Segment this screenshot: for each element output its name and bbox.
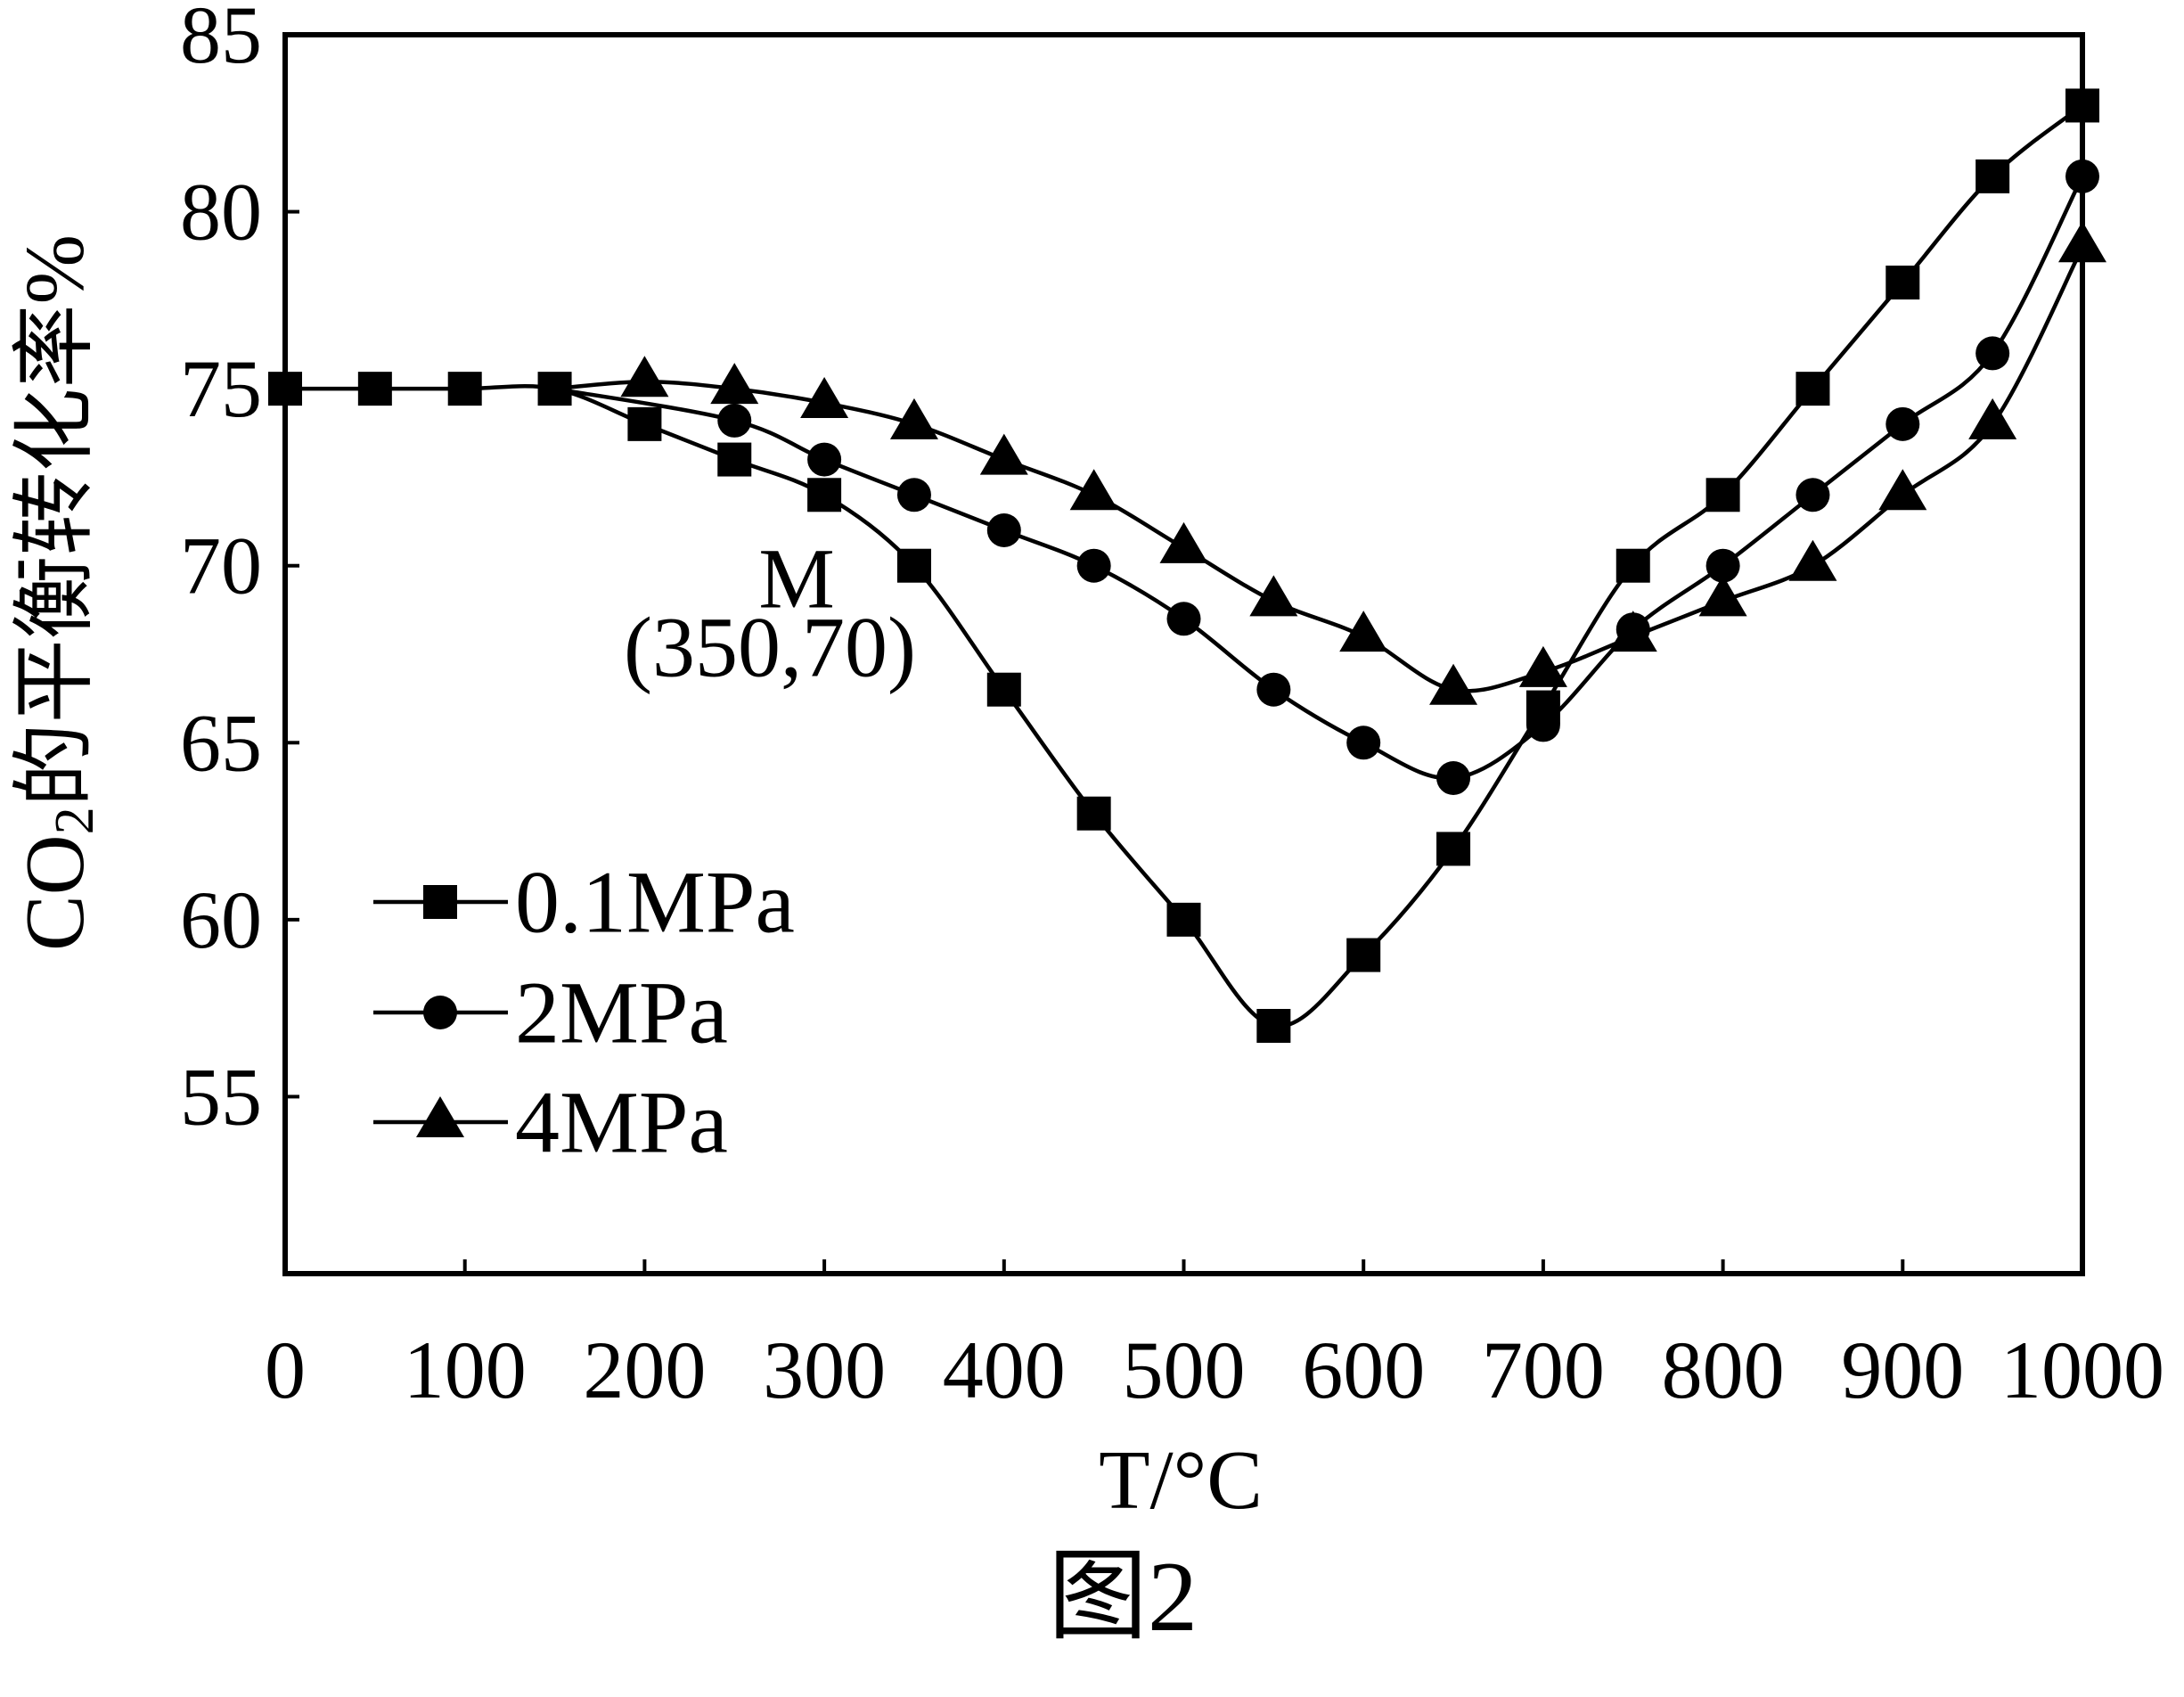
series-1-point bbox=[2065, 88, 2099, 123]
x-tick-label: 400 bbox=[943, 1324, 1066, 1415]
legend-label-0-1mpa: 0.1MPa bbox=[515, 853, 795, 952]
series-1-point bbox=[1885, 266, 1920, 299]
x-tick-label: 1000 bbox=[2000, 1324, 2164, 1415]
legend-label-4mpa: 4MPa bbox=[515, 1073, 728, 1172]
x-tick-labels: 0 100 200 300 400 500 600 700 800 900 1000 bbox=[265, 1324, 2164, 1415]
series-2-point bbox=[1256, 672, 1291, 707]
x-axis-label: T/°C bbox=[1099, 1434, 1263, 1527]
x-tick-label: 600 bbox=[1302, 1324, 1425, 1415]
series-3-point bbox=[1159, 521, 1208, 563]
series-3-point bbox=[1698, 575, 1747, 617]
x-tick-label: 200 bbox=[583, 1324, 706, 1415]
series-2-point bbox=[1166, 602, 1201, 636]
x-tick-label: 800 bbox=[1662, 1324, 1785, 1415]
series-3-point bbox=[1339, 611, 1388, 652]
series-3-point bbox=[1069, 469, 1118, 511]
y-tick-label: 75 bbox=[180, 343, 262, 434]
series-2-point bbox=[717, 403, 752, 438]
y-tick-label: 80 bbox=[180, 167, 262, 258]
series-2-point bbox=[1975, 336, 2010, 371]
series-1-point bbox=[1346, 938, 1381, 972]
legend-label-2mpa: 2MPa bbox=[515, 963, 728, 1062]
series-3-point bbox=[889, 398, 938, 439]
series-2-point bbox=[1616, 612, 1650, 647]
series-3-point bbox=[1878, 469, 1927, 511]
series-2-point bbox=[896, 478, 931, 512]
series-1-point bbox=[357, 372, 392, 406]
series-1-point bbox=[1526, 690, 1560, 725]
legend-triangle-marker bbox=[416, 1096, 464, 1137]
annotation-point-label: M bbox=[758, 531, 834, 627]
y-tick-label: 60 bbox=[180, 874, 262, 965]
y-tick-label: 85 bbox=[180, 0, 262, 80]
series-1-point bbox=[1975, 159, 2010, 193]
series-2-point bbox=[1885, 406, 1920, 441]
series-line-2 bbox=[552, 174, 2085, 781]
series-2-point bbox=[2065, 159, 2099, 193]
series-3-point bbox=[710, 363, 759, 405]
series-1-point bbox=[1705, 478, 1740, 512]
series-3-point bbox=[1249, 575, 1298, 617]
series-2-point bbox=[1705, 548, 1740, 583]
x-tick-label: 500 bbox=[1123, 1324, 1246, 1415]
series-3-point bbox=[800, 377, 849, 419]
y-axis-label-rest: 的平衡转化率% bbox=[9, 234, 102, 807]
x-tick-label: 900 bbox=[1841, 1324, 1964, 1415]
series-1-point bbox=[1076, 796, 1111, 831]
y-axis-label-subscript: 2 bbox=[45, 807, 105, 834]
x-tick-label: 300 bbox=[763, 1324, 886, 1415]
series-1-point bbox=[1166, 902, 1201, 937]
series-3-point bbox=[2058, 221, 2106, 263]
series-1-point bbox=[1256, 1009, 1291, 1043]
series-1-point bbox=[1436, 832, 1471, 866]
y-axis-label-main: CO bbox=[9, 834, 102, 951]
legend-item-2mpa: 2MPa bbox=[373, 963, 728, 1062]
series-3-point bbox=[620, 356, 669, 398]
y-axis-label: CO2的平衡转化率% bbox=[9, 234, 105, 951]
annotation-coordinates: (350,70) bbox=[624, 600, 916, 695]
series-1-point bbox=[1616, 548, 1650, 583]
series-1-point bbox=[447, 372, 482, 406]
x-tick-label: 0 bbox=[265, 1324, 306, 1415]
series-3-point bbox=[979, 433, 1028, 475]
series-3-point bbox=[1968, 398, 2017, 439]
series-3-point bbox=[1788, 539, 1837, 581]
y-tick-labels: 55 60 65 70 75 80 85 bbox=[180, 0, 262, 1142]
series-1-point bbox=[807, 478, 842, 512]
series-2-point bbox=[1795, 478, 1830, 512]
y-tick-label: 70 bbox=[180, 521, 262, 611]
series-2-point bbox=[986, 513, 1021, 547]
series-1-point bbox=[268, 372, 302, 406]
legend-item-0-1mpa: 0.1MPa bbox=[373, 853, 795, 952]
series-1-point bbox=[1795, 372, 1830, 406]
series-1-point bbox=[537, 372, 572, 406]
series-line-1 bbox=[282, 103, 2085, 1029]
series-3-point bbox=[1429, 663, 1478, 705]
legend-square-marker bbox=[423, 885, 457, 919]
x-tick-label: 700 bbox=[1482, 1324, 1605, 1415]
series-3-point bbox=[1518, 645, 1567, 687]
legend-item-4mpa: 4MPa bbox=[373, 1073, 728, 1172]
y-tick-label: 65 bbox=[180, 697, 262, 788]
series-1-point bbox=[986, 672, 1021, 707]
legend: 0.1MPa 2MPa 4MPa bbox=[373, 853, 795, 1172]
figure-caption: 图2 bbox=[1048, 1542, 1198, 1652]
series-markers bbox=[268, 88, 2106, 1043]
axis-ticks bbox=[285, 209, 1905, 1274]
series-1-point bbox=[717, 442, 752, 477]
legend-circle-marker bbox=[423, 996, 457, 1029]
series-2-point bbox=[1076, 548, 1111, 583]
y-tick-label: 55 bbox=[180, 1051, 262, 1142]
series-2-point bbox=[1436, 761, 1471, 795]
series-1-point bbox=[896, 548, 931, 583]
series-2-point bbox=[1346, 726, 1381, 760]
x-tick-label: 100 bbox=[404, 1324, 527, 1415]
series-2-point bbox=[807, 442, 842, 477]
series-1-point bbox=[627, 406, 662, 441]
